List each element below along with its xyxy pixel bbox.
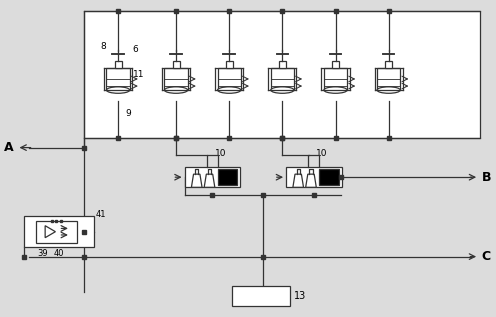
Text: A: A bbox=[3, 141, 13, 154]
Bar bbox=[319, 169, 339, 185]
Ellipse shape bbox=[377, 87, 400, 93]
Polygon shape bbox=[306, 174, 316, 187]
Bar bbox=[185, 167, 240, 187]
Bar bbox=[271, 68, 294, 90]
Bar bbox=[324, 68, 347, 90]
Bar bbox=[24, 216, 94, 247]
Text: 10: 10 bbox=[215, 150, 226, 158]
Text: 6: 6 bbox=[132, 45, 138, 54]
Polygon shape bbox=[191, 174, 202, 187]
Text: 41: 41 bbox=[95, 210, 106, 219]
Ellipse shape bbox=[107, 87, 129, 93]
Text: 40: 40 bbox=[54, 249, 64, 258]
Text: B: B bbox=[482, 171, 491, 184]
Text: 39: 39 bbox=[37, 249, 48, 258]
Bar bbox=[218, 68, 241, 90]
Bar bbox=[377, 68, 400, 90]
Bar bbox=[232, 286, 290, 307]
Bar bbox=[173, 61, 180, 68]
Bar bbox=[385, 61, 392, 68]
Bar bbox=[226, 61, 233, 68]
Text: 8: 8 bbox=[100, 42, 106, 51]
Text: 13: 13 bbox=[295, 291, 307, 301]
Text: C: C bbox=[482, 250, 491, 263]
Ellipse shape bbox=[218, 87, 241, 93]
Text: 10: 10 bbox=[316, 150, 328, 158]
Text: 11: 11 bbox=[132, 70, 144, 79]
Bar bbox=[332, 61, 339, 68]
Bar bbox=[286, 167, 342, 187]
Bar bbox=[36, 221, 77, 243]
Bar bbox=[115, 61, 122, 68]
Bar bbox=[107, 68, 129, 90]
Polygon shape bbox=[204, 174, 215, 187]
Bar bbox=[279, 61, 286, 68]
Polygon shape bbox=[293, 174, 304, 187]
Ellipse shape bbox=[324, 87, 347, 93]
Bar bbox=[84, 10, 481, 138]
Bar bbox=[165, 68, 187, 90]
Bar bbox=[218, 169, 237, 185]
Polygon shape bbox=[45, 226, 56, 238]
Text: 9: 9 bbox=[125, 109, 131, 118]
Ellipse shape bbox=[271, 87, 294, 93]
Ellipse shape bbox=[165, 87, 187, 93]
